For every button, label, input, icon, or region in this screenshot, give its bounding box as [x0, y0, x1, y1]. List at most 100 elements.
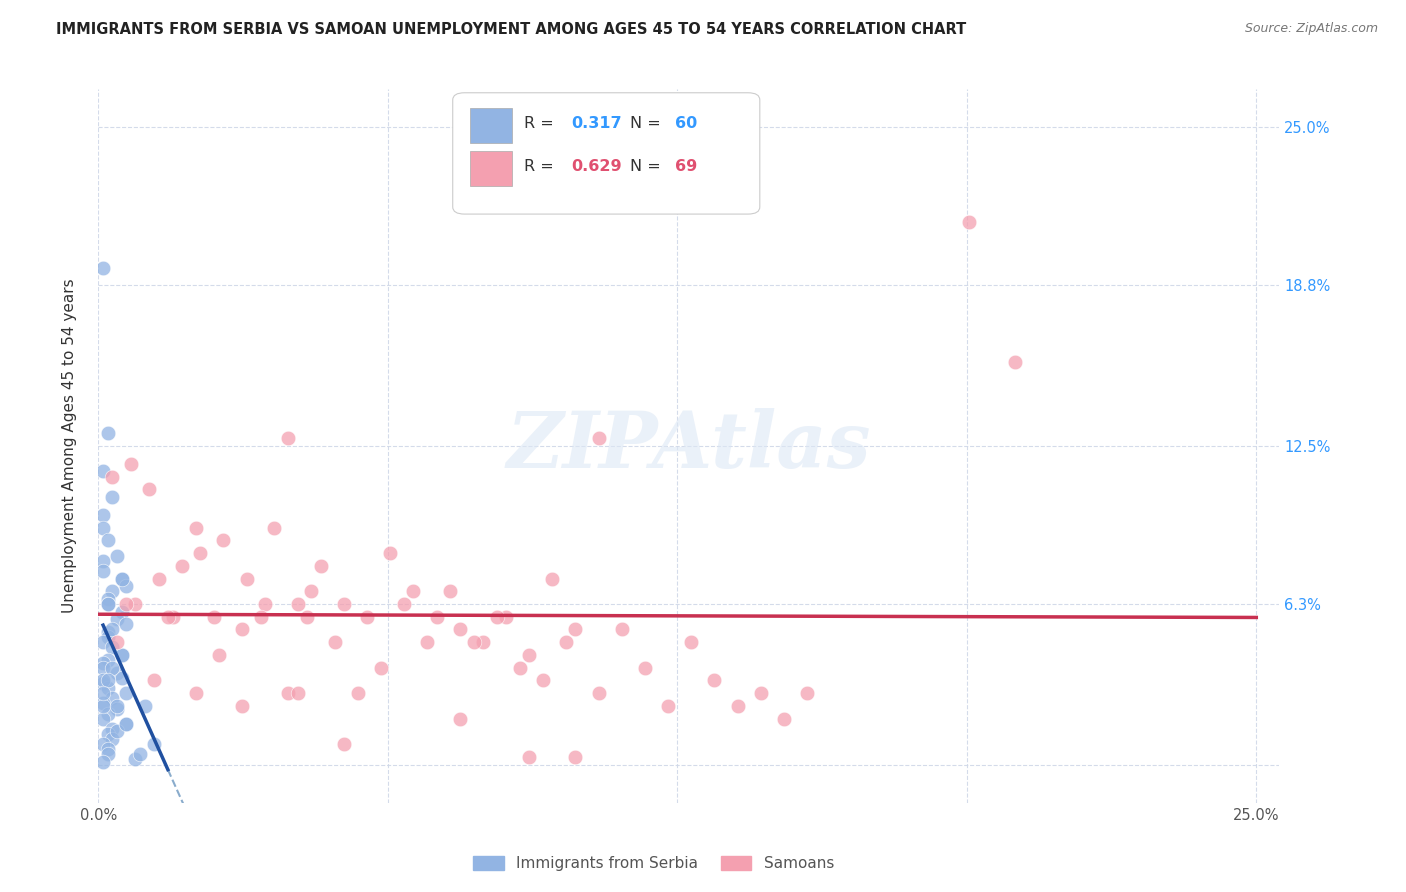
Point — [148, 572, 170, 586]
Point — [105, 724, 128, 739]
Point — [91, 564, 114, 578]
Point — [143, 673, 166, 688]
Point — [564, 750, 586, 764]
Point — [91, 737, 114, 751]
Point — [101, 722, 124, 736]
Point — [124, 597, 146, 611]
Point — [263, 520, 285, 534]
Point — [129, 747, 152, 762]
Text: R =: R = — [523, 116, 558, 131]
Point — [101, 661, 124, 675]
Point — [212, 533, 235, 548]
Point — [773, 712, 796, 726]
Point — [231, 623, 253, 637]
Point — [277, 431, 299, 445]
Point — [120, 457, 142, 471]
Text: N =: N = — [630, 159, 666, 174]
Point — [184, 686, 207, 700]
Point — [657, 698, 679, 713]
Point — [138, 483, 160, 497]
Point — [509, 661, 531, 675]
Point — [91, 554, 114, 568]
Point — [101, 490, 124, 504]
Point — [97, 625, 120, 640]
Point — [588, 686, 610, 700]
Point — [97, 597, 120, 611]
Point — [115, 579, 138, 593]
Point — [105, 698, 128, 713]
Point — [97, 630, 120, 644]
Point — [91, 656, 114, 670]
Point — [105, 612, 128, 626]
Point — [231, 698, 253, 713]
Point — [91, 712, 114, 726]
Point — [531, 673, 554, 688]
Point — [97, 727, 120, 741]
Point — [115, 716, 138, 731]
Point — [162, 609, 184, 624]
Point — [610, 623, 633, 637]
Text: R =: R = — [523, 159, 558, 174]
Legend: Immigrants from Serbia, Samoans: Immigrants from Serbia, Samoans — [467, 850, 839, 877]
Point — [97, 681, 120, 695]
Point — [91, 697, 114, 711]
Point — [333, 597, 356, 611]
Point — [235, 572, 257, 586]
Point — [91, 260, 114, 275]
Text: 0.317: 0.317 — [571, 116, 621, 131]
Point — [254, 597, 277, 611]
Point — [439, 584, 461, 599]
Point — [110, 648, 132, 662]
Point — [564, 623, 586, 637]
Point — [101, 640, 124, 655]
Text: IMMIGRANTS FROM SERBIA VS SAMOAN UNEMPLOYMENT AMONG AGES 45 TO 54 YEARS CORRELAT: IMMIGRANTS FROM SERBIA VS SAMOAN UNEMPLO… — [56, 22, 966, 37]
Point — [97, 533, 120, 548]
FancyBboxPatch shape — [471, 109, 512, 143]
Point — [541, 572, 564, 586]
Point — [356, 609, 378, 624]
Point — [727, 698, 749, 713]
Point — [105, 701, 128, 715]
Point — [188, 546, 211, 560]
Point — [97, 591, 120, 606]
Point — [105, 665, 128, 680]
Point — [184, 520, 207, 534]
Point — [471, 635, 494, 649]
Point — [517, 750, 540, 764]
Point — [115, 617, 138, 632]
Point — [110, 572, 132, 586]
Point — [91, 661, 114, 675]
Point — [416, 635, 439, 649]
Point — [134, 698, 156, 713]
Point — [463, 635, 485, 649]
Point — [91, 673, 114, 688]
Point — [301, 584, 323, 599]
Point — [249, 609, 271, 624]
Text: ZIPAtlas: ZIPAtlas — [506, 408, 872, 484]
Point — [91, 755, 114, 769]
Point — [287, 686, 309, 700]
Point — [796, 686, 818, 700]
Point — [91, 465, 114, 479]
Point — [323, 635, 346, 649]
Point — [105, 549, 128, 563]
Point — [91, 676, 114, 690]
Point — [124, 752, 146, 766]
Point — [287, 597, 309, 611]
Point — [681, 635, 703, 649]
Point — [97, 742, 120, 756]
Point — [588, 431, 610, 445]
Text: N =: N = — [630, 116, 666, 131]
Point — [97, 653, 120, 667]
Point — [392, 597, 415, 611]
Point — [143, 737, 166, 751]
Point — [91, 520, 114, 534]
Point — [115, 597, 138, 611]
Point — [555, 635, 578, 649]
Point — [101, 732, 124, 747]
Point — [91, 508, 114, 522]
Text: 0.629: 0.629 — [571, 159, 621, 174]
Y-axis label: Unemployment Among Ages 45 to 54 years: Unemployment Among Ages 45 to 54 years — [62, 278, 77, 614]
Point — [370, 661, 392, 675]
Point — [110, 605, 132, 619]
